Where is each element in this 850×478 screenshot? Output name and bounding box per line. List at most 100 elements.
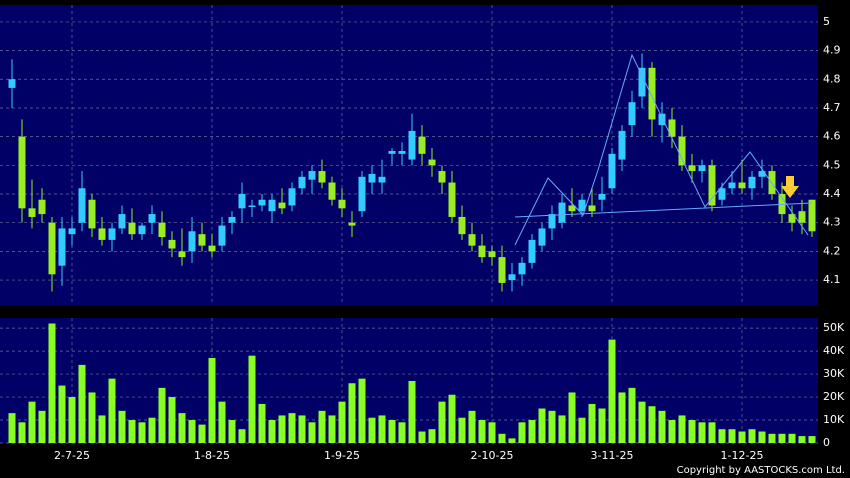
candle-body [278,202,286,209]
y-tick-label: 4.3 [823,216,841,229]
volume-bar [778,433,786,443]
candle-body [358,176,366,212]
volume-bar [398,422,406,443]
volume-bar [308,422,316,443]
volume-bar [588,403,596,443]
volume-bar [748,429,756,443]
y-tick-label: 4.5 [823,158,841,171]
candle-body [748,176,756,189]
volume-bar [508,438,516,443]
candle-body [368,173,376,183]
y-tick-label: 4.1 [823,273,841,286]
volume-bar [8,413,16,443]
candle-body [148,214,156,223]
volume-bar [608,339,616,443]
candle-body [448,182,456,217]
volume-bar [698,422,706,443]
volume-bar [528,420,536,443]
volume-bar [298,415,306,443]
arrow [781,176,799,198]
volume-bar [498,433,506,443]
volume-bar [48,323,56,443]
volume-bar [258,403,266,443]
volume-bar [178,413,186,443]
x-tick-label: 3-11-25 [591,449,634,462]
candle-body [208,245,216,252]
volume-bar [478,420,486,443]
volume-bar [578,417,586,443]
candle-body [568,205,576,212]
candle-body [298,176,306,189]
volume-bar [238,429,246,443]
candle-body [488,251,496,258]
y-tick-label: 10K [823,413,845,426]
volume-bar [158,387,166,443]
volume-bar [368,417,376,443]
volume-bar [808,436,816,443]
x-tick-label: 2-7-25 [54,449,90,462]
candle-body [578,199,586,212]
candle-body [798,211,806,223]
volume-bar [768,433,776,443]
volume-bar [348,383,356,443]
candle-body [808,199,816,232]
y-tick-label: 4.4 [823,187,841,200]
candle-body [718,188,726,200]
volume-bar [388,420,396,443]
candle-body [118,214,126,229]
candle-body [218,225,226,246]
candle-body [788,214,796,223]
candle-body [48,222,56,275]
candle-body [558,202,566,223]
candle-body [338,199,346,209]
candle-body [608,153,616,189]
candle-body [408,130,416,160]
candle-body [548,214,556,229]
volume-bar [458,417,466,443]
volume-bar [758,431,766,443]
volume-bar [128,420,136,443]
volume-bar [18,422,26,443]
volume-bar [268,420,276,443]
volume-bar [248,355,256,443]
candle-body [628,102,636,126]
volume-bar [678,415,686,443]
volume-bar [648,406,656,443]
volume-bar [408,380,416,443]
volume-bar [328,415,336,443]
candle-body [228,216,236,223]
volume-bar [288,413,296,443]
volume-bar [208,357,216,443]
candle-body [498,257,506,283]
volume-bar [438,401,446,443]
volume-bar [738,431,746,443]
zigzag [514,53,809,246]
volume-bar [188,420,196,443]
candle-body [328,182,336,200]
y-tick-label: 20K [823,390,845,403]
candle-body [738,182,746,189]
marks [8,53,816,443]
candle-body [438,171,446,183]
candle-body [318,171,326,183]
candle-body [158,222,166,238]
candle-body [28,208,36,217]
candle-body [168,239,176,249]
volume-bar [138,422,146,443]
candle-body [418,136,426,154]
x-tick-label: 1-12-25 [721,449,764,462]
candle-body [708,165,716,206]
y-tick-label: 4.8 [823,72,841,85]
y-tick-label: 4.6 [823,130,841,143]
volume-bar [168,397,176,443]
candle-body [178,251,186,258]
volume-bar [728,429,736,443]
volume-bar [658,410,666,443]
y-tick-label: 5 [823,15,830,28]
volume-bar [38,410,46,443]
candle-body [288,188,296,206]
y-tick-label: 0 [823,436,830,449]
volume-bar [98,415,106,443]
candle-body [768,171,776,195]
